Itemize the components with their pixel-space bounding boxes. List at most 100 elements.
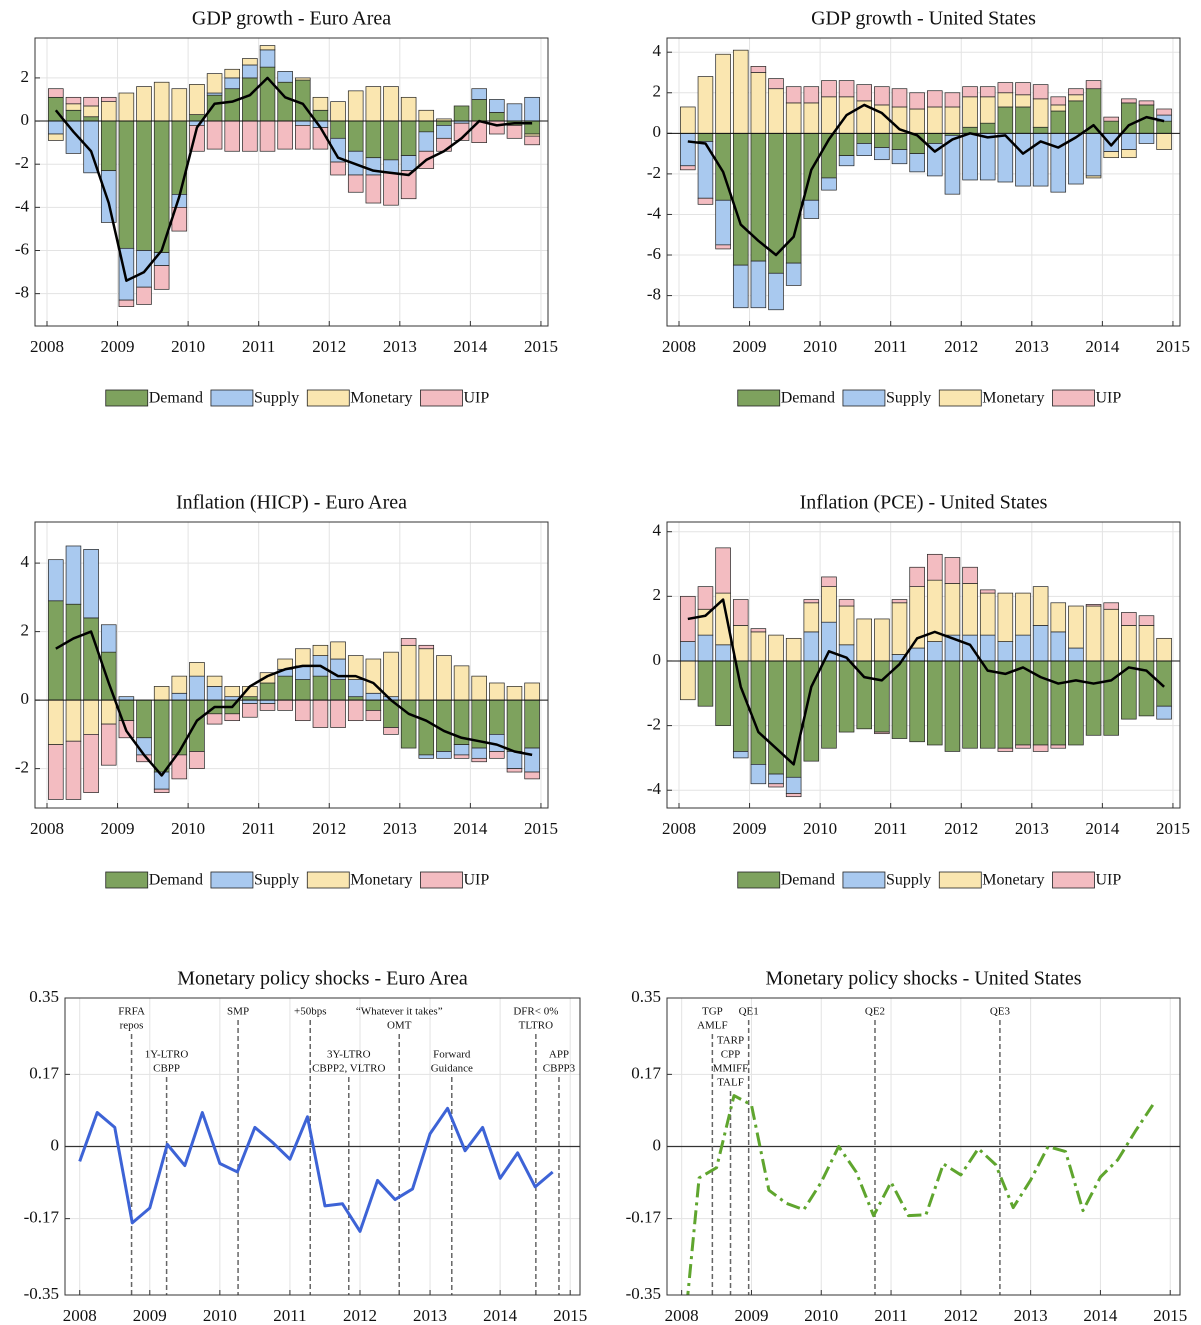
event-label: MMIFF [713,1063,748,1075]
x-tick-label: 2008 [665,1306,699,1325]
x-tick-label: 2012 [944,337,978,356]
x-tick-label: 2008 [30,819,64,838]
bar-segment [997,82,1014,94]
bar-segment [153,81,170,122]
bar-segment [732,751,749,759]
y-tick-label: 0.35 [29,987,59,1006]
legend: Demand Supply Monetary UIP [105,871,489,889]
bar-segment [1015,132,1031,187]
bar-segment [48,559,64,602]
bar-segment [927,553,943,581]
bar-segment [1068,88,1084,96]
x-tick-label: 2014 [453,337,488,356]
bar-segment [224,713,240,722]
x-tick-label: 2009 [734,1306,768,1325]
bar-segment [768,660,784,775]
bar-segment [136,250,152,288]
bar-segment [750,66,767,73]
chart-title: GDP growth - Euro Area [192,8,391,30]
bar-segment [1103,151,1119,159]
bar-segment [295,648,311,667]
x-tick-label: 2015 [1153,1306,1187,1325]
bar-segment [100,101,117,122]
legend-label: Demand [781,872,835,889]
bar-segment [697,608,714,636]
total-line [687,103,1165,257]
event-label: TARP [717,1035,744,1047]
bar-segment [891,88,908,108]
bar-segment [697,586,714,610]
chart-title: Inflation (HICP) - Euro Area [176,492,407,514]
plot-frame [666,997,1181,1296]
bar-segment [1050,744,1067,749]
bar-segment [418,120,435,133]
bar-segment [750,631,767,662]
bar-segment [1085,80,1102,90]
bar-segment [471,88,487,100]
bar-segment [224,68,240,79]
bar-segment [224,120,240,152]
bar-segment [295,125,311,150]
bar-segment [489,682,505,701]
x-tick-label: 2008 [662,337,696,356]
y-tick-label: -4 [647,779,662,798]
bar-segment [680,106,696,134]
bar-segment [732,599,749,626]
bar-segment [732,49,749,134]
bar-segment [1121,149,1137,159]
bar-segment [1121,625,1137,662]
bar-segment [400,96,417,122]
bar-segment [436,751,452,759]
bar-segment [365,174,382,204]
bar-segment [891,149,908,165]
bar-segment [400,699,417,749]
bar-segment [785,102,802,134]
bar-segment [295,699,311,722]
bar-segment [489,112,505,122]
bar-segment [400,638,417,646]
bar-segment [259,49,276,68]
x-tick-label: 2014 [483,1306,518,1325]
x-tick-label: 2014 [453,819,488,838]
bar-segment [821,177,837,191]
bar-segment [768,773,784,785]
legend-label: Monetary [350,872,412,889]
legend-swatch [420,389,463,407]
bar-segment [171,699,188,756]
bar-segment [785,637,802,662]
bar-segment [383,727,399,735]
bar-segment [909,566,925,587]
bar-segment [962,86,978,98]
bar-segment [821,660,837,749]
bar-segment [1138,615,1155,626]
bar-segment [383,120,399,161]
bar-segment [524,135,540,146]
plot-frame [666,521,1181,809]
bar-segment [277,120,293,150]
bar-segment [962,583,978,636]
bar-segment [136,86,152,122]
bar-segment [471,99,487,122]
event-label: TLTRO [519,1020,553,1032]
bar-segment [171,120,188,195]
bar-segment [1032,84,1049,100]
bar-segment [65,740,82,800]
bar-segment [1050,104,1067,112]
legend-label: Supply [886,390,931,407]
x-tick-label: 2012 [944,819,978,838]
bar-segment [383,159,399,174]
bar-segment [506,768,523,773]
x-tick-label: 2015 [1156,819,1190,838]
bar-segment [680,132,696,167]
series-line [686,1094,1155,1295]
bar-segment [1121,612,1137,626]
bar-segment [118,120,135,249]
bar-segment [400,120,417,156]
legend-swatch [210,871,254,889]
x-tick-label: 2014 [1085,337,1120,356]
bar-segment [750,260,767,309]
bar-segment [506,103,523,122]
bar-segment [418,699,435,756]
x-tick-label: 2010 [804,1306,838,1325]
x-tick-label: 2011 [874,1306,907,1325]
